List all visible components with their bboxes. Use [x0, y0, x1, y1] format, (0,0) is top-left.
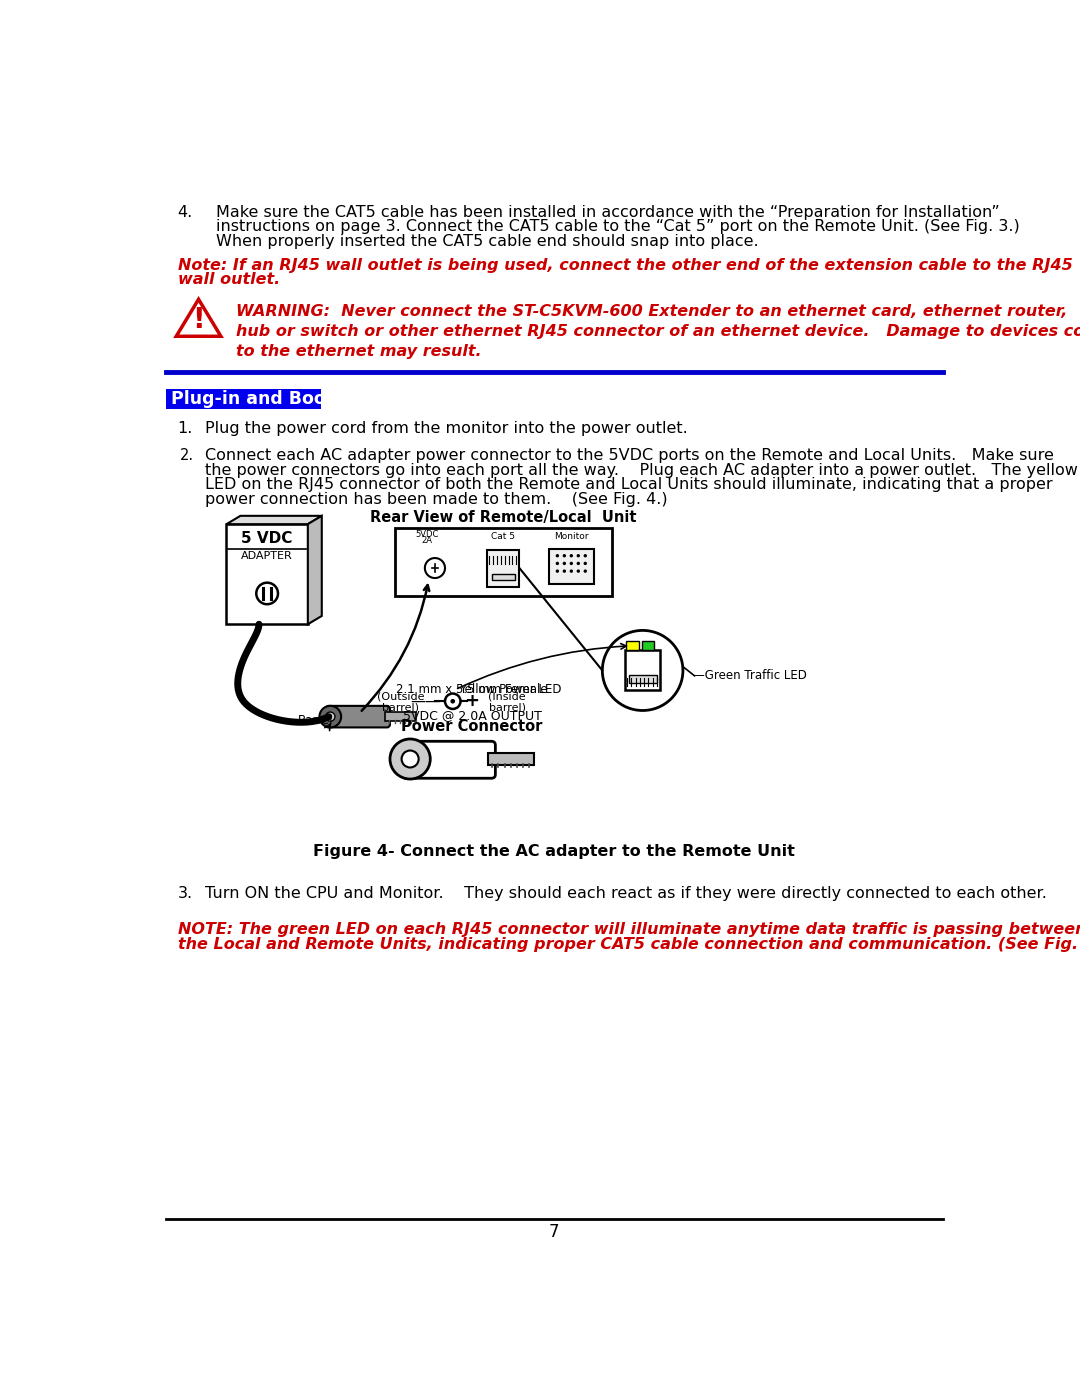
Text: barrel): barrel)	[382, 703, 419, 712]
Circle shape	[450, 698, 455, 704]
Text: !: !	[192, 306, 205, 334]
Text: +: +	[464, 693, 480, 710]
FancyBboxPatch shape	[403, 742, 496, 778]
Text: Make sure the CAT5 cable has been installed in accordance with the “Preparation : Make sure the CAT5 cable has been instal…	[216, 204, 1000, 219]
Text: 3.: 3.	[177, 886, 192, 901]
Circle shape	[326, 712, 335, 721]
Polygon shape	[308, 515, 322, 624]
Circle shape	[577, 570, 580, 573]
Text: Cat 5: Cat 5	[491, 532, 515, 541]
Bar	[491, 574, 515, 580]
Text: 2A: 2A	[421, 536, 433, 545]
Text: ADAPTER: ADAPTER	[241, 552, 293, 562]
Bar	[549, 549, 594, 584]
Circle shape	[583, 562, 588, 566]
Text: the Local and Remote Units, indicating proper CAT5 cable connection and communic: the Local and Remote Units, indicating p…	[177, 937, 1080, 951]
Circle shape	[569, 555, 573, 557]
Circle shape	[569, 562, 573, 566]
Bar	[487, 549, 519, 587]
Text: WARNING:  Never connect the ST-C5KVM-600 Extender to an ethernet card, ethernet : WARNING: Never connect the ST-C5KVM-600 …	[235, 305, 1080, 359]
Circle shape	[320, 705, 341, 728]
Bar	[394, 528, 611, 595]
Text: 4.: 4.	[177, 204, 193, 219]
Circle shape	[577, 562, 580, 566]
Text: Plug the power cord from the monitor into the power outlet.: Plug the power cord from the monitor int…	[205, 420, 688, 436]
Text: 2.1 mm x 5.5 mm Female: 2.1 mm x 5.5 mm Female	[396, 683, 548, 696]
Text: —Green Traffic LED: —Green Traffic LED	[693, 669, 807, 682]
Circle shape	[569, 570, 573, 573]
Text: 2.: 2.	[180, 448, 194, 462]
Polygon shape	[227, 515, 322, 524]
Text: Power Connector: Power Connector	[402, 719, 543, 735]
Circle shape	[577, 555, 580, 557]
Text: Turn ON the CPU and Monitor.    They should each react as if they were directly : Turn ON the CPU and Monitor. They should…	[205, 886, 1047, 901]
Text: (Inside: (Inside	[488, 692, 526, 701]
Bar	[384, 712, 416, 721]
Bar	[166, 388, 321, 409]
Circle shape	[556, 555, 559, 557]
Circle shape	[390, 739, 430, 780]
Text: Plug-in and Boot Up: Plug-in and Boot Up	[171, 390, 366, 408]
Bar	[227, 524, 308, 624]
Circle shape	[563, 562, 566, 566]
FancyBboxPatch shape	[326, 705, 390, 728]
Text: ——: ——	[410, 694, 441, 708]
Circle shape	[556, 562, 559, 566]
Text: 7: 7	[549, 1222, 558, 1241]
Text: (Outside: (Outside	[377, 692, 424, 701]
Text: instructions on page 3. Connect the CAT5 cable to the “Cat 5” port on the Remote: instructions on page 3. Connect the CAT5…	[216, 219, 1021, 235]
Text: When properly inserted the CAT5 cable end should snap into place.: When properly inserted the CAT5 cable en…	[216, 233, 759, 249]
Text: 5VDC @ 2.0A OUTPUT: 5VDC @ 2.0A OUTPUT	[403, 708, 541, 722]
Text: NOTE: The green LED on each RJ45 connector will illuminate anytime data traffic : NOTE: The green LED on each RJ45 connect…	[177, 922, 1080, 937]
Circle shape	[402, 750, 419, 767]
Text: Monitor: Monitor	[554, 532, 589, 541]
Text: 5VDC: 5VDC	[416, 531, 438, 539]
Text: LED on the RJ45 connector of both the Remote and Local Units should illuminate, : LED on the RJ45 connector of both the Re…	[205, 478, 1052, 492]
Text: Yellow Power LED: Yellow Power LED	[459, 683, 562, 696]
Circle shape	[583, 555, 588, 557]
Text: power connection has been made to them.    (See Fig. 4.): power connection has been made to them. …	[205, 492, 667, 507]
Circle shape	[583, 570, 588, 573]
Text: 5 VDC: 5 VDC	[242, 531, 293, 545]
Bar	[625, 651, 661, 690]
Bar	[488, 753, 535, 766]
Bar	[629, 675, 657, 683]
Circle shape	[563, 570, 566, 573]
Text: Figure 4- Connect the AC adapter to the Remote Unit: Figure 4- Connect the AC adapter to the …	[312, 844, 795, 859]
Text: wall outlet.: wall outlet.	[177, 272, 280, 288]
Text: Connect each AC adapter power connector to the 5VDC ports on the Remote and Loca: Connect each AC adapter power connector …	[205, 448, 1054, 462]
Bar	[626, 641, 638, 651]
Text: Barrel: Barrel	[298, 714, 334, 726]
Text: 1.: 1.	[177, 420, 193, 436]
Text: Note: If an RJ45 wall outlet is being used, connect the other end of the extensi: Note: If an RJ45 wall outlet is being us…	[177, 257, 1072, 272]
Text: the power connectors go into each port all the way.    Plug each AC adapter into: the power connectors go into each port a…	[205, 462, 1078, 478]
Circle shape	[556, 570, 559, 573]
Text: Rear View of Remote/Local  Unit: Rear View of Remote/Local Unit	[369, 510, 636, 525]
Bar	[642, 641, 654, 651]
Text: barrel): barrel)	[488, 703, 526, 712]
Circle shape	[563, 555, 566, 557]
